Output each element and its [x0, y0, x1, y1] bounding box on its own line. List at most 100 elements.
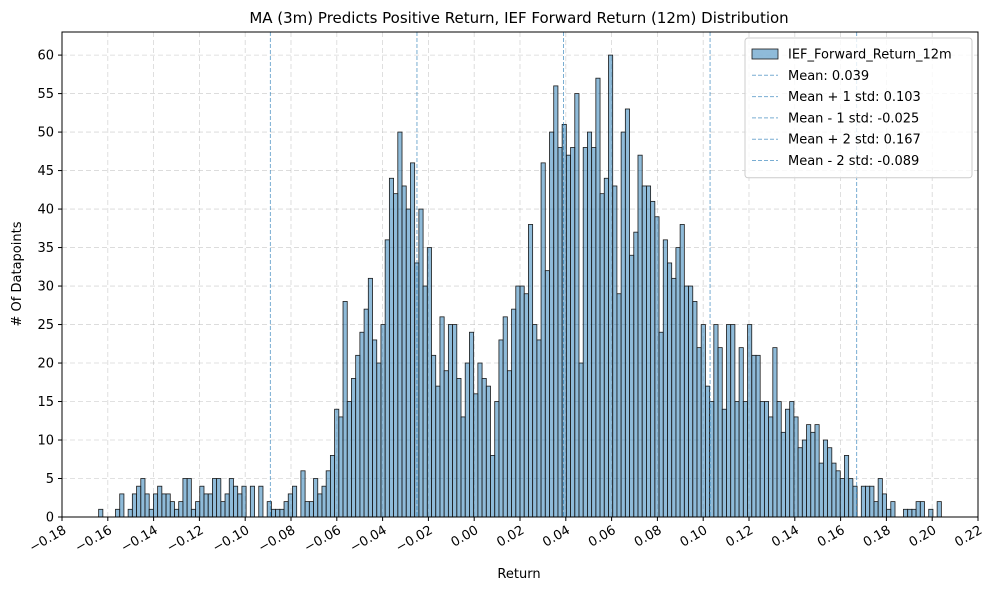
bar	[667, 262, 673, 518]
bar	[553, 85, 559, 518]
bar	[751, 354, 757, 518]
bar	[325, 470, 331, 518]
bar	[730, 324, 736, 518]
bar	[287, 493, 293, 518]
bar	[435, 385, 441, 518]
bar	[169, 501, 175, 518]
bar	[865, 485, 871, 518]
y-tick-label: 55	[37, 87, 54, 102]
bar	[363, 308, 369, 518]
bar	[624, 108, 630, 518]
bar	[224, 493, 230, 518]
bar	[565, 154, 571, 518]
bar	[801, 439, 807, 518]
bar	[410, 162, 416, 518]
bar	[683, 285, 689, 518]
bar	[511, 308, 517, 518]
bar	[270, 508, 277, 518]
bar	[292, 485, 298, 518]
bar	[591, 147, 597, 518]
bar	[161, 493, 167, 518]
bar	[797, 447, 803, 518]
bar	[115, 508, 121, 518]
bar	[603, 177, 609, 518]
bar	[431, 354, 437, 518]
y-tick-label: 50	[37, 126, 54, 141]
bar	[869, 485, 875, 518]
bar	[671, 277, 677, 518]
bar	[346, 401, 352, 518]
y-tick-label: 25	[37, 318, 54, 333]
bar	[679, 224, 685, 518]
bar	[241, 485, 247, 518]
x-tick-label: −0.08	[256, 523, 298, 556]
bar	[814, 424, 820, 518]
x-tick-label: 0.22	[952, 523, 985, 550]
bar	[329, 455, 336, 518]
bar	[776, 401, 782, 518]
bar	[199, 485, 205, 518]
bar	[903, 508, 909, 518]
x-tick-label: 0.08	[632, 523, 665, 550]
bar	[688, 285, 694, 518]
bar	[742, 401, 748, 518]
x-tick-label: 0.02	[494, 523, 527, 550]
bar	[422, 285, 428, 518]
y-tick-label: 30	[37, 280, 54, 295]
bar	[485, 385, 491, 518]
bar	[401, 185, 407, 518]
bar	[148, 508, 154, 518]
bar	[131, 493, 137, 518]
bar	[785, 408, 791, 518]
bar	[220, 501, 226, 518]
bar	[443, 370, 449, 518]
bar	[696, 347, 702, 518]
bar	[549, 131, 555, 518]
bar	[818, 462, 824, 518]
bar	[207, 493, 213, 518]
bar	[460, 416, 466, 518]
bar	[844, 455, 850, 518]
bar	[127, 508, 133, 518]
bar	[519, 285, 525, 518]
bar	[203, 493, 209, 518]
x-tick-label: 0.04	[540, 523, 573, 550]
bar	[608, 54, 614, 518]
x-tick-label: 0.10	[678, 523, 711, 550]
bar	[540, 162, 546, 518]
bar	[822, 439, 828, 518]
bar	[835, 470, 841, 518]
x-tick-label: 0.16	[815, 523, 848, 550]
bar	[578, 362, 584, 518]
x-tick-label: 0.18	[861, 523, 894, 550]
bar	[372, 339, 378, 518]
bar	[452, 324, 458, 518]
bar	[237, 493, 243, 518]
bar	[182, 478, 188, 518]
bar	[734, 401, 740, 518]
y-tick-label: 40	[37, 203, 54, 218]
x-tick-label: 0.14	[769, 523, 802, 550]
bar	[873, 501, 879, 518]
bar	[393, 193, 399, 518]
bar	[334, 408, 340, 518]
y-tick-label: 35	[37, 241, 54, 256]
bar	[388, 177, 394, 518]
x-tick-label: 0.06	[586, 523, 619, 550]
bar	[806, 424, 812, 518]
x-tick-label: −0.06	[302, 523, 344, 556]
bar	[780, 431, 786, 518]
legend-label: Mean: 0.039	[788, 69, 869, 84]
x-axis-label: Return	[497, 567, 540, 582]
bar	[633, 231, 639, 518]
bar	[157, 485, 163, 518]
bar	[405, 208, 411, 518]
bar	[675, 247, 681, 518]
bar	[755, 354, 761, 518]
bar	[890, 501, 896, 518]
bar	[827, 447, 833, 518]
bar	[789, 401, 795, 518]
bar	[308, 501, 314, 518]
legend-swatch	[751, 48, 779, 60]
